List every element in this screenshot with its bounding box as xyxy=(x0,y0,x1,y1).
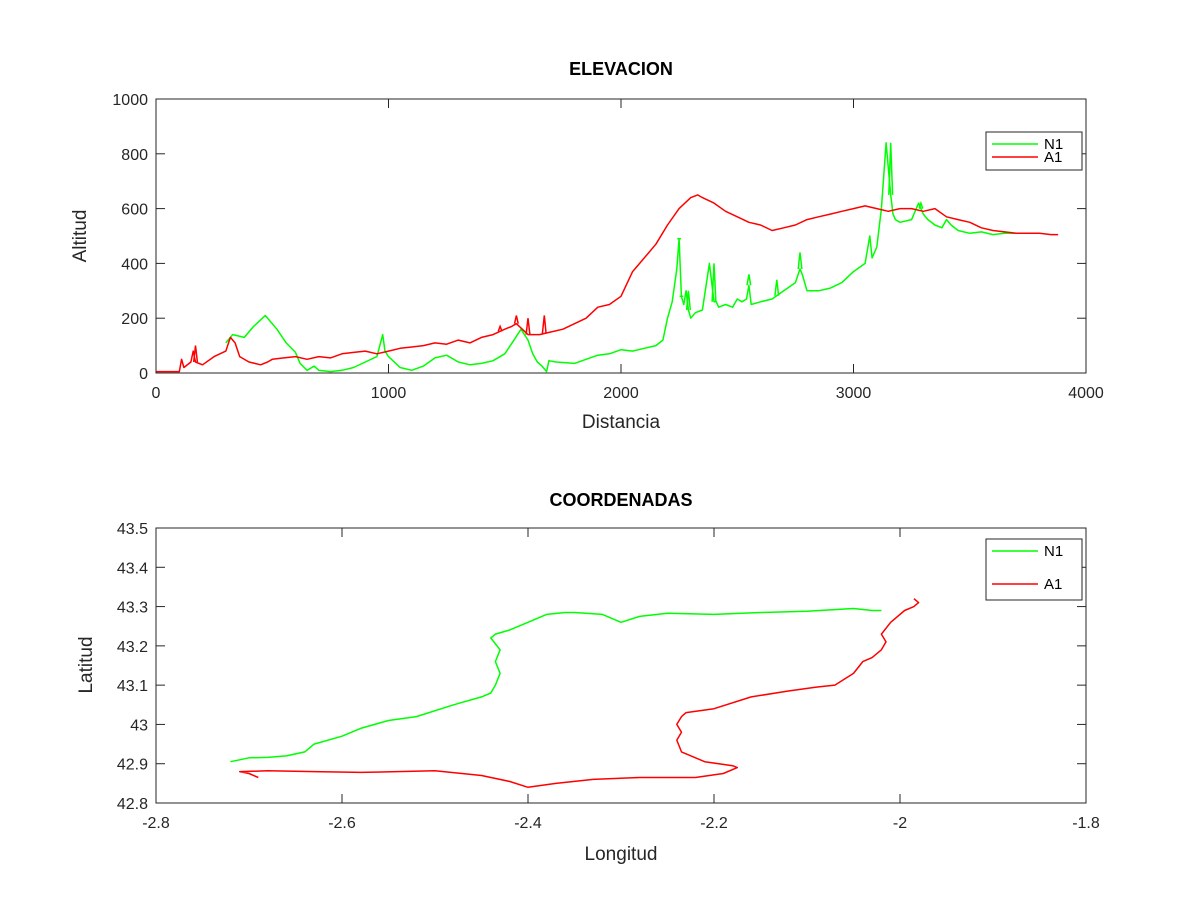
elevation-xtick-label: 2000 xyxy=(603,385,639,402)
elevation-series-n1-spike xyxy=(711,263,717,302)
elevation-ytick-label: 1000 xyxy=(112,92,148,109)
elevation-series-n1-spike xyxy=(888,142,894,195)
elevation-series-a1-spike xyxy=(541,315,547,334)
elevation-ticks: 0 1000 2000 3000 4000 0 200 400 600 800 1000 xyxy=(112,92,1103,402)
elevation-series-a1-spike xyxy=(192,345,199,363)
coordinates-ytick-label: 42.8 xyxy=(117,796,148,813)
elevation-series-a1-spike xyxy=(497,324,503,332)
coordinates-xtick-label: -2.6 xyxy=(328,815,356,832)
elevation-legend-n1-label: N1 xyxy=(1044,136,1063,153)
elevation-xtick-label: 1000 xyxy=(371,385,407,402)
elevation-series-n1-spike xyxy=(685,290,692,311)
coordinates-legend: N1 A1 xyxy=(985,538,1083,601)
coordinates-ytick-label: 43.1 xyxy=(117,678,148,695)
coordinates-axes-box xyxy=(155,527,1087,804)
elevation-ytick-label: 600 xyxy=(121,202,148,219)
elevation-ytick-label: 200 xyxy=(121,311,148,328)
coordinates-series-n1 xyxy=(230,607,882,763)
elevation-ytick-label: 800 xyxy=(121,147,148,164)
coordinates-plot: COORDENADAS -2.8 -2.6 -2.4 -2.2 -2 -1.8 42.8 42… xyxy=(76,490,1100,865)
coordinates-legend-n1-label: N1 xyxy=(1044,543,1063,560)
coordinates-ytick-label: 43.3 xyxy=(117,600,148,617)
elevation-legend-a1-label: A1 xyxy=(1044,149,1062,166)
coordinates-ytick-label: 42.9 xyxy=(117,757,148,774)
elevation-axes-box xyxy=(155,98,1087,374)
coordinates-xtick-label: -2 xyxy=(893,815,907,832)
elevation-series-n1-spike xyxy=(797,252,803,269)
elevation-ylabel: Altitud xyxy=(70,210,91,263)
elevation-legend: N1 A1 xyxy=(985,131,1083,171)
elevation-series-a1-spike xyxy=(525,318,531,335)
coordinates-ytick-label: 43 xyxy=(130,717,148,734)
elevation-series-n1-spike xyxy=(774,279,780,296)
coordinates-title: COORDENADAS xyxy=(549,490,692,510)
coordinates-legend-a1-label: A1 xyxy=(1044,576,1062,593)
coordinates-xtick-label: -1.8 xyxy=(1072,815,1100,832)
elevation-series-a1-spike xyxy=(513,315,519,324)
elevation-ytick-label: 400 xyxy=(121,256,148,273)
coordinates-ytick-label: 43.2 xyxy=(117,639,148,656)
coordinates-xtick-label: -2.2 xyxy=(700,815,728,832)
elevation-plot: ELEVACION 0 1000 2000 3000 4000 0 200 400 600 800… xyxy=(70,59,1104,433)
coordinates-xtick-label: -2.8 xyxy=(142,815,170,832)
coordinates-series-layer xyxy=(230,598,920,789)
elevation-series-n1-spike xyxy=(918,200,924,209)
coordinates-series-a1 xyxy=(238,598,920,789)
elevation-xlabel: Distancia xyxy=(582,412,661,433)
coordinates-legend-box xyxy=(985,538,1083,601)
elevation-series-n1 xyxy=(225,142,1017,373)
elevation-title: ELEVACION xyxy=(569,59,673,79)
coordinates-xlabel: Longitud xyxy=(585,844,658,865)
elevation-ytick-label: 0 xyxy=(139,366,148,383)
coordinates-xtick-label: -2.4 xyxy=(514,815,542,832)
coordinates-ytick-label: 43.4 xyxy=(117,560,148,577)
elevation-series-a1 xyxy=(156,194,1059,373)
elevation-series-n1-spike xyxy=(746,274,752,286)
elevation-xtick-label: 0 xyxy=(152,385,161,402)
elevation-series-layer xyxy=(156,142,1059,373)
coordinates-ylabel: Latitud xyxy=(76,636,97,693)
coordinates-ticks: -2.8 -2.6 -2.4 -2.2 -2 -1.8 42.8 42.9 43 43.1 43.2… xyxy=(117,521,1100,832)
elevation-xtick-label: 3000 xyxy=(836,385,872,402)
elevation-xtick-label: 4000 xyxy=(1068,385,1104,402)
elevation-legend-box xyxy=(985,131,1083,171)
coordinates-ytick-label: 43.5 xyxy=(117,521,148,538)
